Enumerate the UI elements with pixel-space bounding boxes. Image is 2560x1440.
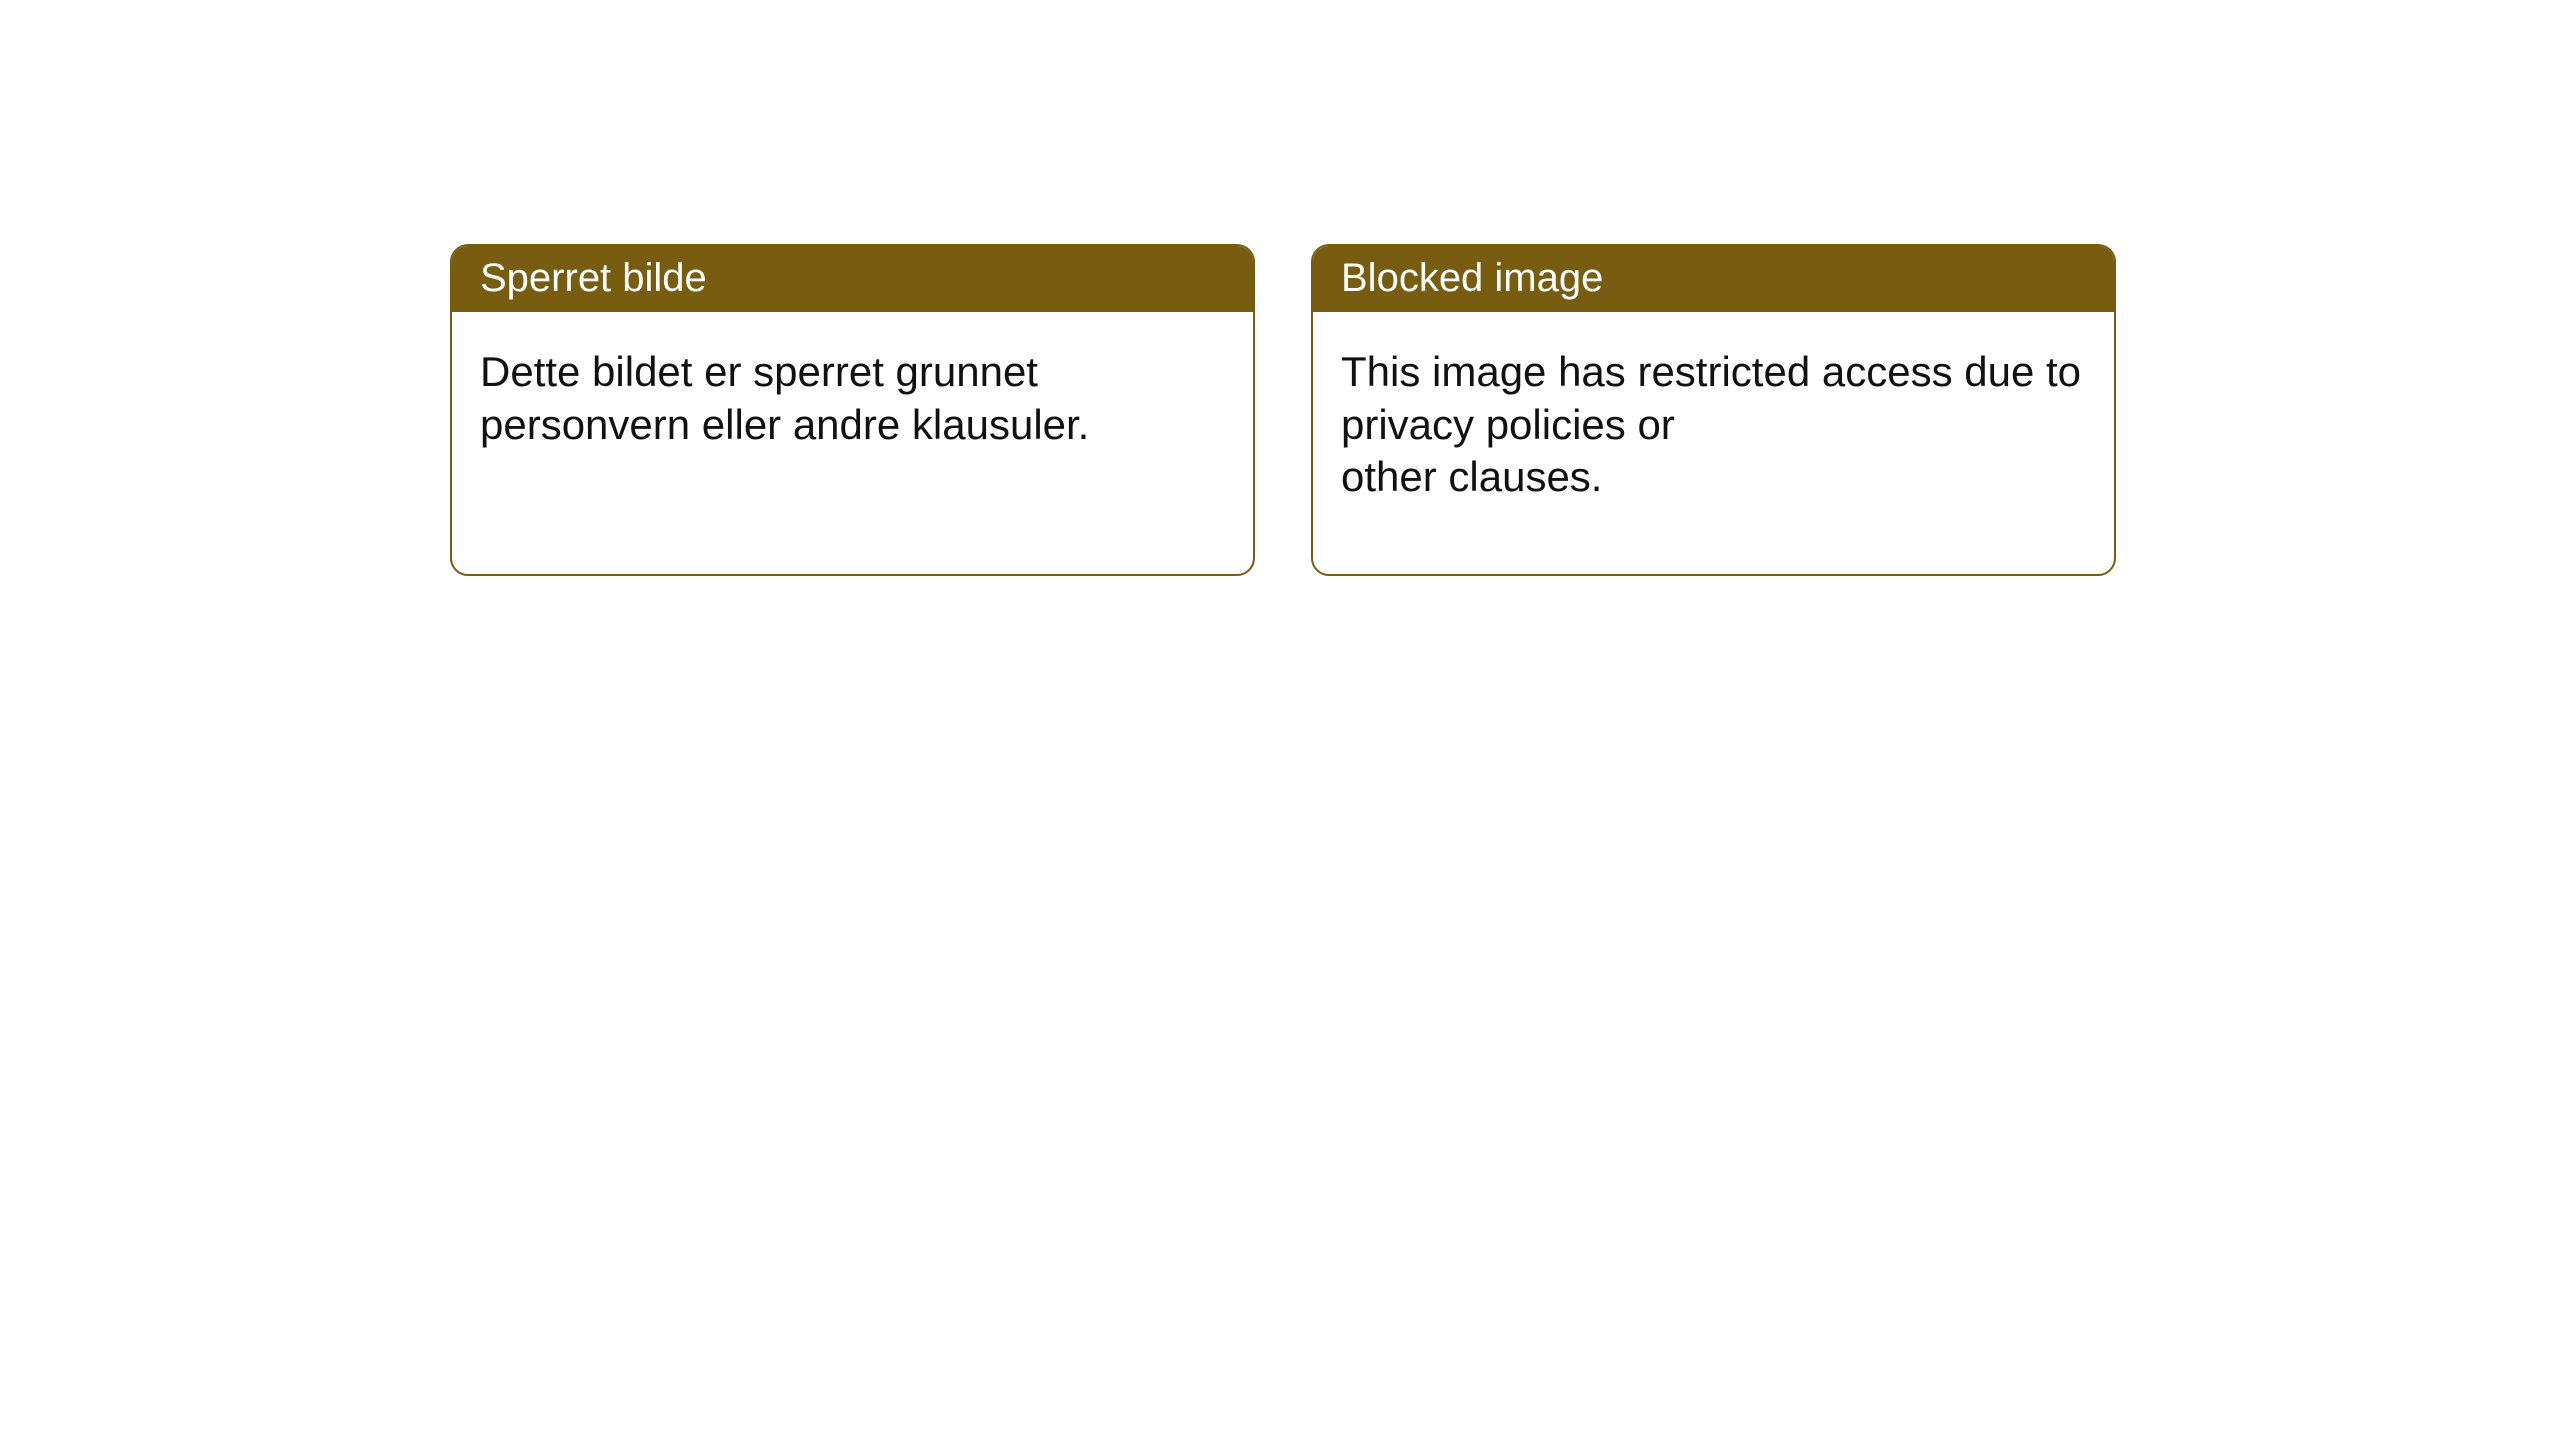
notice-card-title: Blocked image	[1313, 246, 2114, 312]
notice-card-norwegian: Sperret bilde Dette bildet er sperret gr…	[450, 244, 1255, 576]
notice-card-english: Blocked image This image has restricted …	[1311, 244, 2116, 576]
notice-card-title: Sperret bilde	[452, 246, 1253, 312]
notice-card-body: This image has restricted access due to …	[1313, 312, 2114, 574]
notice-container: Sperret bilde Dette bildet er sperret gr…	[0, 0, 2560, 576]
notice-card-body: Dette bildet er sperret grunnet personve…	[452, 312, 1253, 521]
